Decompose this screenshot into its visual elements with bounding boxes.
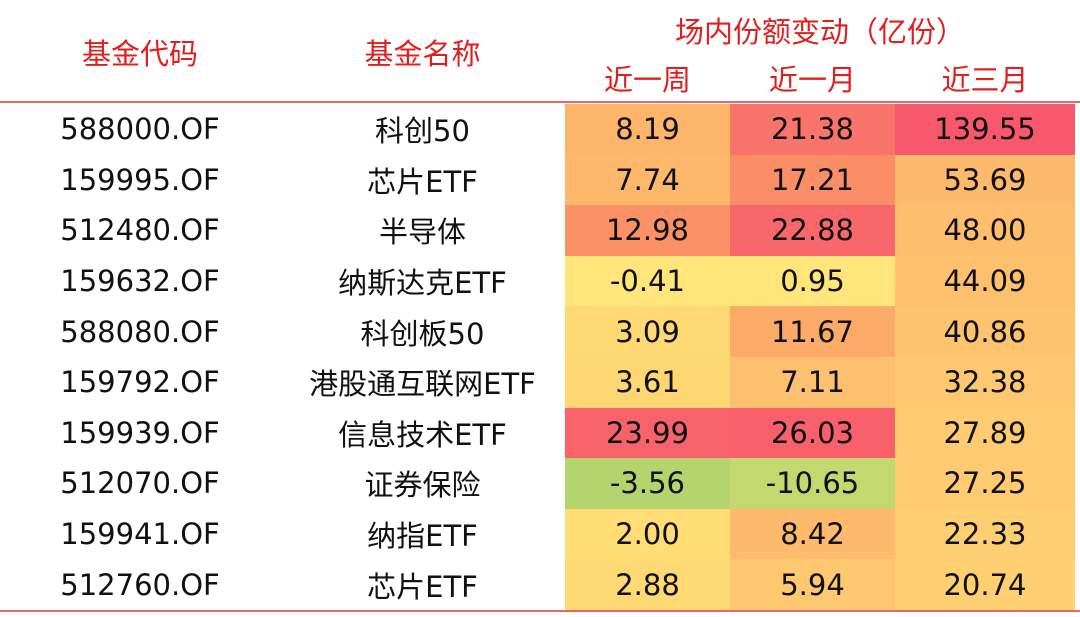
- table-row: 159939.OF 信息技术ETF 23.99 26.03 27.89: [0, 407, 1080, 459]
- table-row: 512760.OF 芯片ETF 2.88 5.94 20.74: [0, 559, 1080, 610]
- fund-name-cell: 芯片ETF: [367, 569, 478, 604]
- table-row: 159792.OF 港股通互联网ETF 3.61 7.11 32.38: [0, 356, 1080, 408]
- table-row: 159632.OF 纳斯达克ETF -0.41 0.95 44.09: [0, 255, 1080, 307]
- 3month-change-cell: 20.74: [895, 559, 1075, 610]
- fund-code-cell: 159941.OF: [60, 517, 220, 552]
- table-row: 512070.OF 证券保险 -3.56 -10.65 27.25: [0, 458, 1080, 509]
- header-month: 近一月: [768, 63, 856, 97]
- fund-name-cell: 港股通互联网ETF: [309, 367, 536, 402]
- fund-code-cell: 512760.OF: [60, 567, 220, 602]
- 3month-change-cell: 40.86: [895, 306, 1075, 357]
- header-week: 近一周: [603, 63, 691, 97]
- table-row: 159941.OF 纳指ETF 2.00 8.42 22.33: [0, 508, 1080, 560]
- 3month-change-cell: 139.55: [895, 104, 1075, 155]
- 3month-change-cell: 48.00: [895, 205, 1075, 256]
- table-body: 588000.OF 科创50 8.19 21.38 139.55 159995.OF 芯片E…: [0, 104, 1080, 610]
- fund-code-cell: 159792.OF: [60, 365, 220, 400]
- month-change-cell: 22.88: [730, 205, 895, 256]
- 3month-change-cell: 53.69: [895, 154, 1075, 206]
- week-change-cell: -0.41: [565, 255, 730, 307]
- 3month-change-cell: 27.25: [895, 458, 1075, 509]
- 3month-change-cell: 22.33: [895, 508, 1075, 560]
- table-row: 512480.OF 半导体 12.98 22.88 48.00: [0, 205, 1080, 256]
- week-change-cell: 7.74: [565, 154, 730, 206]
- week-change-cell: 8.19: [565, 104, 730, 155]
- week-change-cell: 2.00: [565, 508, 730, 560]
- month-change-cell: 7.11: [730, 356, 895, 408]
- fund-code-cell: 588080.OF: [60, 314, 220, 349]
- header-3month: 近三月: [941, 63, 1029, 97]
- fund-name-cell: 科创50: [375, 114, 470, 149]
- table-row: 159995.OF 芯片ETF 7.74 17.21 53.69: [0, 154, 1080, 206]
- fund-name-cell: 信息技术ETF: [338, 417, 507, 452]
- 3month-change-cell: 32.38: [895, 356, 1075, 408]
- fund-code-cell: 588000.OF: [60, 112, 220, 147]
- week-change-cell: 12.98: [565, 205, 730, 256]
- week-change-cell: 3.61: [565, 356, 730, 408]
- week-change-cell: -3.56: [565, 458, 730, 509]
- month-change-cell: 21.38: [730, 104, 895, 155]
- fund-code-cell: 512070.OF: [60, 466, 220, 501]
- fund-code-cell: 512480.OF: [60, 213, 220, 248]
- week-change-cell: 23.99: [565, 407, 730, 459]
- fund-name-cell: 半导体: [378, 215, 466, 250]
- month-change-cell: -10.65: [730, 458, 895, 509]
- month-change-cell: 11.67: [730, 306, 895, 357]
- fund-name-cell: 证券保险: [364, 468, 481, 503]
- fund-name-cell: 纳指ETF: [367, 519, 478, 554]
- week-change-cell: 2.88: [565, 559, 730, 610]
- month-change-cell: 8.42: [730, 508, 895, 560]
- month-change-cell: 5.94: [730, 559, 895, 610]
- fund-code-cell: 159632.OF: [60, 264, 220, 299]
- month-change-cell: 0.95: [730, 255, 895, 307]
- header-share-change: 场内份额变动（亿份）: [674, 15, 965, 49]
- fund-code-cell: 159939.OF: [60, 415, 220, 450]
- header-divider: [0, 101, 1080, 103]
- bottom-divider: [0, 610, 1080, 612]
- month-change-cell: 26.03: [730, 407, 895, 459]
- fund-name-cell: 科创板50: [360, 316, 485, 351]
- table-row: 588080.OF 科创板50 3.09 11.67 40.86: [0, 306, 1080, 357]
- fund-name-cell: 芯片ETF: [367, 164, 478, 199]
- table-row: 588000.OF 科创50 8.19 21.38 139.55: [0, 104, 1080, 155]
- month-change-cell: 17.21: [730, 154, 895, 206]
- fund-code-cell: 159995.OF: [60, 162, 220, 197]
- header-fund-code: 基金代码: [81, 37, 198, 71]
- 3month-change-cell: 44.09: [895, 255, 1075, 307]
- week-change-cell: 3.09: [565, 306, 730, 357]
- 3month-change-cell: 27.89: [895, 407, 1075, 459]
- header-fund-name: 基金名称: [364, 37, 481, 71]
- fund-name-cell: 纳斯达克ETF: [338, 266, 507, 301]
